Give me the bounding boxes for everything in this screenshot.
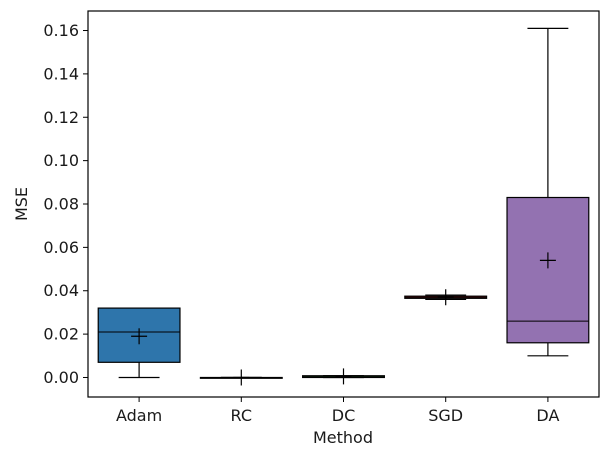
x-axis-ticks: Adam RC DC SGD DA [116,397,559,425]
box-rc [199,369,283,386]
y-tick-label: 0.02 [43,325,79,344]
plot-frame [87,10,600,398]
box-iqr [97,307,181,363]
x-tick-label: Adam [116,406,162,425]
x-tick-label: SGD [428,406,463,425]
box-da [506,27,590,357]
x-tick-label: DC [332,406,356,425]
x-tick-label: RC [231,406,253,425]
y-axis-title: MSE [12,187,31,221]
box-dc [302,368,385,385]
boxes-layer [97,27,590,386]
y-tick-label: 0.10 [43,151,79,170]
box-sgd [404,289,488,306]
box-iqr [506,196,590,344]
y-tick-label: 0.04 [43,281,79,300]
box-adam [97,307,181,379]
y-axis-ticks: 0.00 0.02 0.04 0.06 0.08 0.10 0.12 0.14 0.16 [43,21,88,387]
y-tick-label: 0.08 [43,195,79,214]
y-tick-label: 0.14 [43,64,79,83]
y-tick-label: 0.16 [43,21,79,40]
y-tick-label: 0.00 [43,368,79,387]
y-tick-label: 0.06 [43,238,79,257]
x-tick-label: DA [536,406,559,425]
x-axis-title: Method [313,428,373,447]
y-tick-label: 0.12 [43,108,79,127]
